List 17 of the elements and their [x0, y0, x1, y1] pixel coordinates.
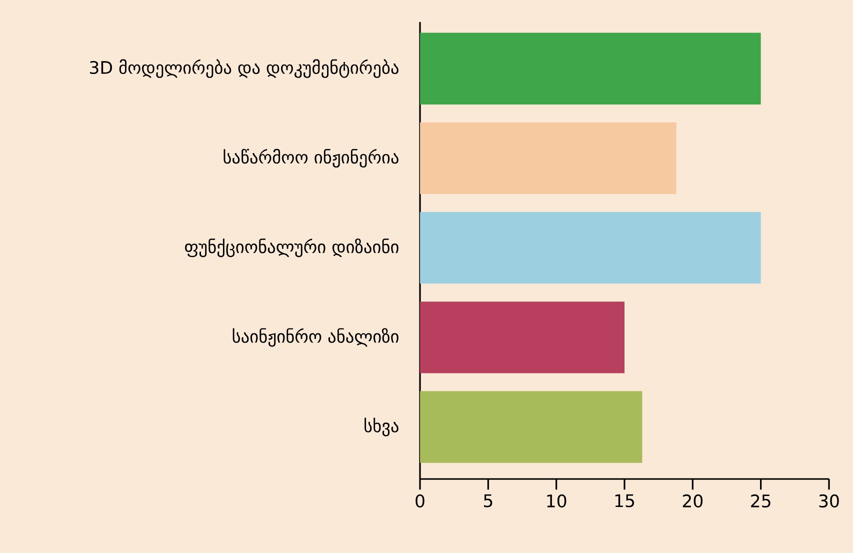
bar — [420, 212, 761, 284]
x-tick-label: 10 — [547, 494, 566, 508]
y-tick-label: 3D მოდელირება და დოკუმენტირება — [90, 59, 398, 78]
x-tick-label: 15 — [615, 494, 634, 508]
bar — [420, 302, 624, 374]
x-tick-label: 20 — [682, 494, 703, 508]
y-tick-label: ფუნქციონალური დიზაინი — [185, 238, 398, 258]
bar — [420, 122, 676, 194]
x-tick-label: 30 — [819, 494, 839, 508]
x-tick-label: 0 — [416, 494, 424, 508]
bar — [420, 32, 761, 104]
bar — [420, 391, 642, 463]
y-tick-label: სხვა — [364, 418, 398, 436]
y-tick-label: საწარმოო ინჟინერია — [224, 148, 398, 168]
x-tick-label: 5 — [484, 494, 492, 508]
x-tick-label: 25 — [751, 494, 770, 508]
y-tick-label: საინჟინრო ანალიზი — [232, 328, 398, 347]
